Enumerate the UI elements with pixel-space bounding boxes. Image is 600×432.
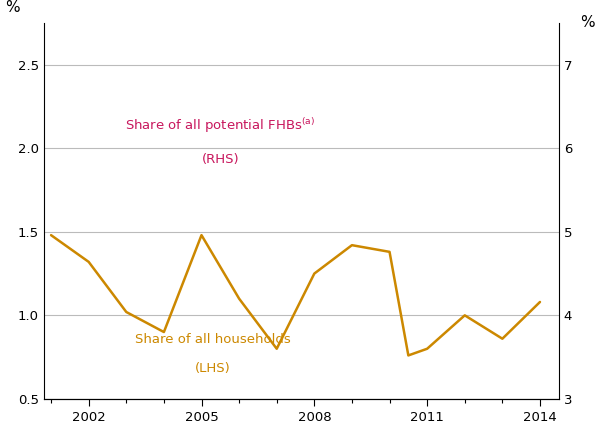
Text: (LHS): (LHS) xyxy=(195,362,230,375)
Y-axis label: %: % xyxy=(5,0,20,16)
Y-axis label: %: % xyxy=(580,16,595,31)
Text: Share of all potential FHBs$^{\sf{(a)}}$: Share of all potential FHBs$^{\sf{(a)}}$ xyxy=(125,116,316,135)
Text: Share of all households: Share of all households xyxy=(135,333,290,346)
Text: (RHS): (RHS) xyxy=(202,153,239,166)
